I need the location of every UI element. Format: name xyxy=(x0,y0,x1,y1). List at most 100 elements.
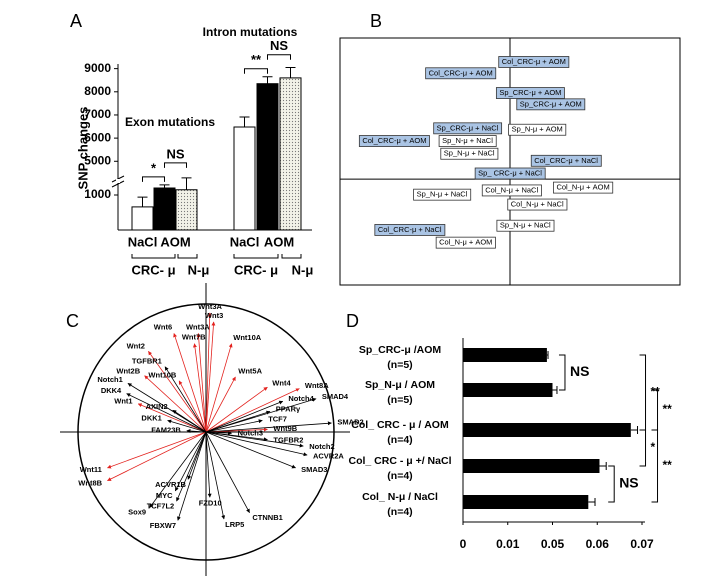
vector-label: Notch1 xyxy=(97,375,122,384)
point-label: Sp_N-μ + NaCl xyxy=(442,136,493,145)
significance-label: NS xyxy=(166,146,184,161)
significance-label: NS xyxy=(619,475,638,491)
vector-label: Wnt1 xyxy=(114,397,132,406)
vector-label: FZD10 xyxy=(199,498,222,507)
y-tick-label: 8000 xyxy=(84,84,111,98)
y-tick-label: 9000 xyxy=(84,61,111,75)
vector xyxy=(192,343,207,433)
point xyxy=(530,154,602,167)
point xyxy=(435,236,496,249)
point xyxy=(440,147,499,160)
vector-label: SMAD2 xyxy=(337,418,363,427)
vector xyxy=(205,431,304,448)
group-title: Exon mutations xyxy=(125,115,215,129)
point-label: Sp_CRC-μ + AOM xyxy=(520,99,582,108)
vector-label: SMAD4 xyxy=(322,392,349,401)
point xyxy=(433,122,503,135)
treatment-label: AOM xyxy=(264,234,294,249)
vector xyxy=(107,431,207,469)
category-label: Col_ N-μ / NaCl xyxy=(362,491,438,503)
point xyxy=(413,188,472,201)
point-label: Sp_CRC-μ + AOM xyxy=(499,88,561,97)
vector xyxy=(205,419,263,433)
strain-label: CRC- μ xyxy=(234,262,278,277)
vector-label: SMAD3 xyxy=(301,465,327,474)
significance-label: * xyxy=(151,160,157,175)
bar xyxy=(463,423,631,437)
error-bar xyxy=(588,498,596,506)
group-bracket xyxy=(131,254,198,259)
significance-bracket xyxy=(142,176,165,182)
x-tick-label: 0.07 xyxy=(630,537,654,551)
vector-label: Wnt3A xyxy=(186,322,210,331)
vector xyxy=(137,403,207,433)
vector-label: Wnt4 xyxy=(272,379,291,388)
vector xyxy=(205,312,212,433)
significance-label: ** xyxy=(663,402,673,416)
significance-bracket xyxy=(651,429,659,503)
vector-label: Wnt11 xyxy=(80,465,102,474)
vector-label: MYC xyxy=(156,491,173,500)
bar xyxy=(256,83,279,231)
point-label: Col_N-μ + AOM xyxy=(439,238,492,247)
vector xyxy=(176,431,207,502)
point xyxy=(374,224,446,236)
significance-label: ** xyxy=(251,52,262,67)
point xyxy=(496,219,555,232)
vector xyxy=(205,431,308,457)
error-bar xyxy=(137,196,148,207)
significance-label: ** xyxy=(663,458,673,472)
error-bar xyxy=(239,116,250,128)
point-label: Sp_N-μ + NaCl xyxy=(500,221,551,230)
vector-label: TCF7L2 xyxy=(147,502,175,511)
vector xyxy=(174,431,207,492)
significance-bracket xyxy=(267,54,291,60)
category-label: (n=4) xyxy=(387,470,412,482)
category-label: (n=4) xyxy=(387,506,412,518)
bar xyxy=(175,189,198,231)
error-bar xyxy=(285,66,296,78)
vector-label: TGFBR1 xyxy=(132,357,162,366)
strain-label: N-μ xyxy=(188,262,210,277)
vector xyxy=(205,400,284,433)
vector xyxy=(205,431,212,498)
point-label: Col_CRC-μ + NaCl xyxy=(534,156,598,165)
vector-label: Wnt8A xyxy=(305,381,329,390)
point-label: Col_N-μ + NaCl xyxy=(485,185,538,194)
vector-label: DKK1 xyxy=(141,414,161,423)
point-label: Col_CRC-μ + AOM xyxy=(362,136,426,145)
vector-label: TCF7 xyxy=(268,414,287,423)
bar xyxy=(153,187,176,231)
vector xyxy=(205,410,271,433)
panel-letter: D xyxy=(346,311,359,331)
vector xyxy=(205,431,296,469)
point-label: Sp_ CRC-μ + NaCl xyxy=(478,168,542,177)
point xyxy=(438,135,497,147)
vector xyxy=(186,428,207,433)
point xyxy=(516,98,586,111)
vector xyxy=(205,431,250,513)
point xyxy=(507,198,568,211)
vector xyxy=(205,321,216,433)
category-label: Sp_CRC-μ /AOM xyxy=(359,344,442,356)
significance-bracket xyxy=(639,354,647,431)
group-title: Intron mutations xyxy=(203,25,298,39)
significance-label: NS xyxy=(270,38,288,53)
error-bar xyxy=(181,177,192,190)
vector-label: Wnt6 xyxy=(154,323,172,332)
panel-letter: C xyxy=(66,311,79,331)
group-bracket xyxy=(233,254,302,259)
vector-label: ACVR1B xyxy=(155,480,186,489)
point xyxy=(508,123,567,136)
vector-label: AXIN2 xyxy=(146,402,168,411)
vector-label: Notch2 xyxy=(309,442,334,451)
point-label: Sp_N-μ + NaCl xyxy=(444,149,495,158)
y-tick-label: 7000 xyxy=(84,107,111,121)
error-bar xyxy=(630,426,639,434)
vector xyxy=(144,375,207,433)
significance-bracket xyxy=(164,162,187,168)
point-label: Sp_CRC-μ + NaCl xyxy=(437,123,499,132)
vector-label: Sox9 xyxy=(128,507,146,516)
category-label: Col_ CRC - μ / AOM xyxy=(351,419,449,431)
